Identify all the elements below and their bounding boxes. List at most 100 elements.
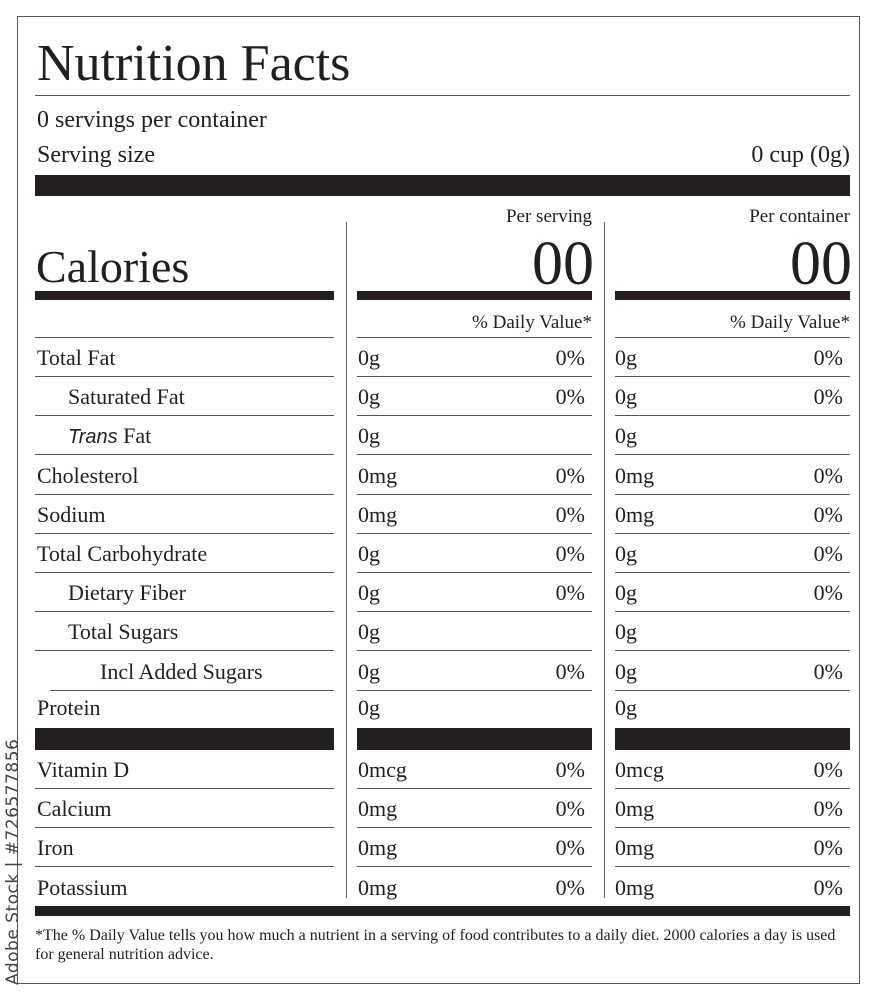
nutrient-label: Trans Fat [68, 424, 151, 449]
row-divider [357, 454, 592, 455]
container-daily-value: 0% [813, 796, 843, 821]
row-divider [35, 415, 334, 416]
nutrient-name: Total Sugars [68, 619, 179, 644]
container-amount: 0g [615, 580, 637, 605]
row-divider [357, 415, 592, 416]
row-divider [615, 376, 850, 377]
row-divider [35, 827, 334, 828]
container-amount: 0g [615, 619, 637, 644]
container-amount: 0g [615, 423, 637, 448]
serving-amount: 0g [358, 423, 380, 448]
serving-daily-value: 0% [555, 541, 585, 566]
serving-size-value: 0 cup (0g) [751, 142, 850, 168]
serving-daily-value: 0% [555, 345, 585, 370]
row-divider [357, 533, 592, 534]
serving-daily-value: 0% [555, 835, 585, 860]
row-divider [35, 454, 334, 455]
serving-daily-value: 0% [555, 796, 585, 821]
container-amount: 0g [615, 695, 637, 720]
per-container-bar [615, 291, 850, 300]
nutrient-name: Calcium [37, 796, 112, 821]
servings-per-container: 0 servings per container [37, 107, 267, 133]
nutrient-name: Iron [37, 835, 74, 860]
container-daily-value: 0% [813, 463, 843, 488]
row-divider [615, 533, 850, 534]
serving-amount: 0mcg [358, 757, 407, 782]
container-amount: 0mg [615, 463, 655, 488]
thick-divider-top [35, 175, 850, 196]
nutrient-label: Incl Added Sugars [100, 660, 263, 684]
per-container-header: Per container [749, 206, 850, 227]
container-daily-value: 0% [813, 502, 843, 527]
nutrient-label: Iron [37, 836, 74, 860]
serving-amount: 0mg [358, 875, 398, 900]
row-divider [615, 788, 850, 789]
row-divider [357, 494, 592, 495]
serving-amount: 0g [358, 345, 380, 370]
nutrient-name: Dietary Fiber [68, 580, 186, 605]
nutrient-label: Calcium [37, 797, 112, 821]
row-divider [35, 494, 334, 495]
container-amount: 0g [615, 384, 637, 409]
title-divider [35, 95, 850, 96]
row-divider [357, 827, 592, 828]
container-daily-value: 0% [813, 835, 843, 860]
nutrient-name: Total Carbohydrate [37, 541, 208, 566]
container-amount: 0g [615, 345, 637, 370]
row-divider [35, 788, 334, 789]
nutrient-label: Vitamin D [37, 758, 129, 782]
serving-daily-value: 0% [555, 757, 585, 782]
nutrient-label: Total Sugars [68, 620, 178, 644]
container-amount: 0g [615, 659, 637, 684]
row-divider [615, 337, 850, 338]
row-divider [35, 337, 334, 338]
container-amount: 0g [615, 541, 637, 566]
row-divider [357, 866, 592, 867]
nutrient-name: Cholesterol [37, 463, 139, 488]
nutrient-label: Saturated Fat [68, 385, 185, 409]
serving-daily-value: 0% [555, 384, 585, 409]
serving-amount: 0mg [358, 463, 398, 488]
container-amount: 0mg [615, 875, 655, 900]
nutrient-label: Sodium [37, 503, 105, 527]
row-divider [35, 572, 334, 573]
row-divider [357, 611, 592, 612]
row-divider [50, 690, 334, 691]
footnote: *The % Daily Value tells you how much a … [35, 927, 836, 963]
serving-daily-value: 0% [555, 463, 585, 488]
column-divider-2 [604, 222, 605, 898]
row-divider [357, 376, 592, 377]
nutrient-label: Protein [37, 696, 101, 720]
per-serving-header: Per serving [505, 206, 592, 227]
row-divider [35, 376, 334, 377]
container-amount: 0mg [615, 796, 655, 821]
label-title: Nutrition Facts [37, 35, 351, 92]
per-container-calories: 00 [790, 230, 852, 298]
vitamin-bar-serving [357, 728, 592, 750]
nutrient-name: Saturated Fat [68, 384, 185, 409]
container-amount: 0mg [615, 835, 655, 860]
row-divider [615, 611, 850, 612]
column-divider-1 [346, 222, 347, 898]
container-daily-value: 0% [813, 345, 843, 370]
nutrient-name: Protein [37, 695, 101, 720]
vitamin-bar-container [615, 728, 850, 750]
serving-amount: 0mg [358, 835, 398, 860]
label-frame [17, 16, 860, 984]
per-container-dv-header: % Daily Value* [730, 312, 850, 333]
row-divider [357, 690, 592, 691]
nutrient-name: Incl Added Sugars [100, 659, 263, 684]
container-daily-value: 0% [813, 580, 843, 605]
container-amount: 0mcg [615, 757, 664, 782]
nutrient-label: Cholesterol [37, 464, 138, 488]
nutrient-name: Total Fat [37, 345, 116, 370]
serving-amount: 0g [358, 659, 380, 684]
serving-amount: 0g [358, 619, 380, 644]
row-divider [357, 572, 592, 573]
vitamin-bar-left [35, 728, 334, 750]
container-daily-value: 0% [813, 541, 843, 566]
row-divider [615, 454, 850, 455]
row-divider [357, 650, 592, 651]
row-divider [35, 611, 334, 612]
serving-amount: 0g [358, 541, 380, 566]
